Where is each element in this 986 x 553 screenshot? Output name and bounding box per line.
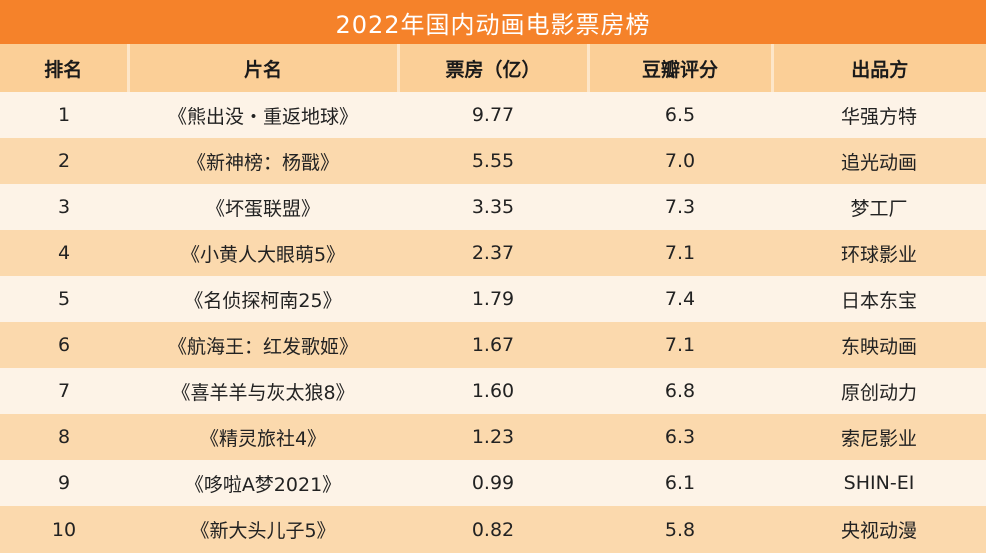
score-cell: 6.3 (588, 414, 772, 460)
score-cell: 7.1 (588, 322, 772, 368)
box-office-cell: 0.99 (398, 460, 588, 506)
producer-cell: 环球影业 (772, 230, 986, 276)
table-row: 9 《哆啦A梦2021》 0.99 6.1 SHIN-EI (0, 460, 986, 506)
rank-cell: 2 (0, 138, 128, 184)
producer-cell: SHIN-EI (772, 460, 986, 506)
table-row: 5 《名侦探柯南25》 1.79 7.4 日本东宝 (0, 276, 986, 322)
table-row: 7 《喜羊羊与灰太狼8》 1.60 6.8 原创动力 (0, 368, 986, 414)
score-cell: 5.8 (588, 506, 772, 553)
title-cell: 《新大头儿子5》 (128, 506, 398, 553)
table-row: 10 《新大头儿子5》 0.82 5.8 央视动漫 (0, 506, 986, 553)
table-row: 1 《熊出没・重返地球》 9.77 6.5 华强方特 (0, 92, 986, 138)
box-office-cell: 1.60 (398, 368, 588, 414)
rank-cell: 9 (0, 460, 128, 506)
score-cell: 6.1 (588, 460, 772, 506)
producer-cell: 梦工厂 (772, 184, 986, 230)
producer-cell: 东映动画 (772, 322, 986, 368)
column-header-producer: 出品方 (770, 44, 986, 92)
box-office-cell: 1.23 (398, 414, 588, 460)
box-office-cell: 5.55 (398, 138, 588, 184)
rank-cell: 4 (0, 230, 128, 276)
producer-cell: 华强方特 (772, 92, 986, 138)
box-office-cell: 0.82 (398, 506, 588, 553)
title-cell: 《坏蛋联盟》 (128, 184, 398, 230)
column-header-douban-score: 豆瓣评分 (586, 44, 772, 92)
rank-cell: 10 (0, 506, 128, 553)
rank-cell: 1 (0, 92, 128, 138)
box-office-table: 排名 片名 票房（亿） 豆瓣评分 出品方 1 《熊出没・重返地球》 9.77 6… (0, 44, 986, 553)
header-row: 排名 片名 票房（亿） 豆瓣评分 出品方 (0, 44, 986, 92)
rank-cell: 3 (0, 184, 128, 230)
rank-cell: 7 (0, 368, 128, 414)
producer-cell: 追光动画 (772, 138, 986, 184)
score-cell: 7.4 (588, 276, 772, 322)
title-cell: 《熊出没・重返地球》 (128, 92, 398, 138)
table-row: 6 《航海王：红发歌姬》 1.67 7.1 东映动画 (0, 322, 986, 368)
score-cell: 7.1 (588, 230, 772, 276)
table-row: 3 《坏蛋联盟》 3.35 7.3 梦工厂 (0, 184, 986, 230)
title-cell: 《小黄人大眼萌5》 (128, 230, 398, 276)
box-office-cell: 2.37 (398, 230, 588, 276)
title-cell: 《哆啦A梦2021》 (128, 460, 398, 506)
rank-cell: 5 (0, 276, 128, 322)
box-office-cell: 3.35 (398, 184, 588, 230)
title-cell: 《航海王：红发歌姬》 (128, 322, 398, 368)
producer-cell: 央视动漫 (772, 506, 986, 553)
table-row: 4 《小黄人大眼萌5》 2.37 7.1 环球影业 (0, 230, 986, 276)
producer-cell: 索尼影业 (772, 414, 986, 460)
rank-cell: 8 (0, 414, 128, 460)
box-office-cell: 9.77 (398, 92, 588, 138)
title-cell: 《新神榜：杨戬》 (128, 138, 398, 184)
table-title: 2022年国内动画电影票房榜 (0, 0, 986, 44)
producer-cell: 日本东宝 (772, 276, 986, 322)
column-header-box-office: 票房（亿） (396, 44, 588, 92)
column-header-rank: 排名 (0, 44, 128, 92)
rank-cell: 6 (0, 322, 128, 368)
score-cell: 6.8 (588, 368, 772, 414)
box-office-cell: 1.67 (398, 322, 588, 368)
score-cell: 7.0 (588, 138, 772, 184)
score-cell: 7.3 (588, 184, 772, 230)
box-office-cell: 1.79 (398, 276, 588, 322)
producer-cell: 原创动力 (772, 368, 986, 414)
score-cell: 6.5 (588, 92, 772, 138)
table-row: 2 《新神榜：杨戬》 5.55 7.0 追光动画 (0, 138, 986, 184)
title-cell: 《精灵旅社4》 (128, 414, 398, 460)
title-cell: 《名侦探柯南25》 (128, 276, 398, 322)
table-row: 8 《精灵旅社4》 1.23 6.3 索尼影业 (0, 414, 986, 460)
title-cell: 《喜羊羊与灰太狼8》 (128, 368, 398, 414)
column-header-title: 片名 (126, 44, 398, 92)
